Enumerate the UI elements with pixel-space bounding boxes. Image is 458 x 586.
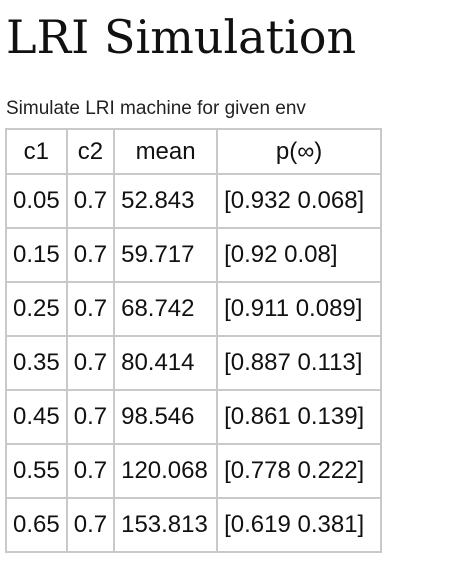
cell-p-infinity: [0.778 0.222] [216, 443, 383, 499]
cell-mean: 153.813 [113, 497, 219, 553]
cell-mean: 120.068 [113, 443, 219, 499]
table-row: 0.15 0.7 59.717 [0.92 0.08] [5, 227, 383, 283]
cell-c2: 0.7 [65, 497, 116, 553]
page-title: LRI Simulation [6, 10, 357, 64]
cell-p-infinity: [0.911 0.089] [216, 281, 383, 337]
cell-c1: 0.25 [5, 281, 68, 337]
cell-c1: 0.15 [5, 227, 68, 283]
column-header-c2: c2 [65, 128, 116, 175]
cell-c2: 0.7 [65, 443, 116, 499]
cell-c2: 0.7 [65, 281, 116, 337]
table-caption: Simulate LRI machine for given env [6, 98, 306, 119]
cell-c1: 0.45 [5, 389, 68, 445]
column-header-c1: c1 [5, 128, 68, 175]
cell-mean: 80.414 [113, 335, 219, 391]
cell-c2: 0.7 [65, 227, 116, 283]
column-header-mean: mean [113, 128, 219, 175]
cell-mean: 98.546 [113, 389, 219, 445]
cell-c2: 0.7 [65, 389, 116, 445]
cell-p-infinity: [0.619 0.381] [216, 497, 383, 553]
table-row: 0.45 0.7 98.546 [0.861 0.139] [5, 389, 383, 445]
table-row: 0.65 0.7 153.813 [0.619 0.381] [5, 497, 383, 553]
cell-mean: 68.742 [113, 281, 219, 337]
cell-p-infinity: [0.932 0.068] [216, 173, 383, 229]
cell-p-infinity: [0.861 0.139] [216, 389, 383, 445]
cell-c1: 0.35 [5, 335, 68, 391]
table-row: 0.35 0.7 80.414 [0.887 0.113] [5, 335, 383, 391]
column-header-p-infinity: p(∞) [216, 128, 383, 175]
cell-mean: 52.843 [113, 173, 219, 229]
cell-p-infinity: [0.92 0.08] [216, 227, 383, 283]
cell-c2: 0.7 [65, 335, 116, 391]
table-row: 0.25 0.7 68.742 [0.911 0.089] [5, 281, 383, 337]
cell-c1: 0.55 [5, 443, 68, 499]
table-row: 0.55 0.7 120.068 [0.778 0.222] [5, 443, 383, 499]
cell-c1: 0.05 [5, 173, 68, 229]
table-row: 0.05 0.7 52.843 [0.932 0.068] [5, 173, 383, 229]
cell-c2: 0.7 [65, 173, 116, 229]
cell-p-infinity: [0.887 0.113] [216, 335, 383, 391]
cell-mean: 59.717 [113, 227, 219, 283]
cell-c1: 0.65 [5, 497, 68, 553]
header-row: c1 c2 mean p(∞) [5, 128, 383, 175]
results-table: c1 c2 mean p(∞) 0.05 0.7 52.843 [0.932 0… [5, 128, 383, 553]
